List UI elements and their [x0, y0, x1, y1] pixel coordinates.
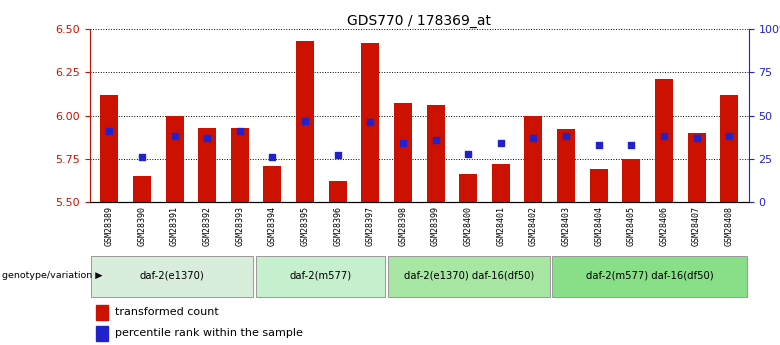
Bar [655, 79, 673, 202]
Bar [133, 176, 151, 202]
Bar [720, 95, 738, 202]
Text: GSM28393: GSM28393 [236, 206, 244, 246]
Point [560, 134, 573, 139]
Bar [427, 105, 445, 202]
Text: GSM28392: GSM28392 [203, 206, 211, 246]
Bar [231, 128, 249, 202]
Text: GSM28390: GSM28390 [137, 206, 147, 246]
Text: transformed count: transformed count [115, 307, 218, 317]
Bar [198, 128, 216, 202]
Point [723, 134, 736, 139]
FancyBboxPatch shape [256, 256, 385, 297]
Bar [492, 164, 510, 202]
FancyBboxPatch shape [552, 256, 747, 297]
FancyBboxPatch shape [388, 256, 550, 297]
Point [625, 142, 637, 148]
Bar [524, 116, 542, 202]
Bar [328, 181, 346, 202]
Text: GSM28389: GSM28389 [105, 206, 114, 246]
Bar [459, 174, 477, 202]
Text: GSM28397: GSM28397 [366, 206, 375, 246]
Text: daf-2(e1370): daf-2(e1370) [140, 270, 204, 280]
Point [201, 135, 214, 141]
Title: GDS770 / 178369_at: GDS770 / 178369_at [347, 14, 491, 28]
Text: GSM28408: GSM28408 [725, 206, 734, 246]
Point [266, 154, 278, 160]
Text: daf-2(e1370) daf-16(df50): daf-2(e1370) daf-16(df50) [403, 270, 534, 280]
Bar [96, 326, 108, 342]
Bar [264, 166, 282, 202]
Text: GSM28407: GSM28407 [692, 206, 701, 246]
Bar [96, 305, 108, 320]
Point [332, 152, 344, 158]
Point [299, 118, 311, 124]
Point [397, 140, 410, 146]
Text: GSM28403: GSM28403 [562, 206, 571, 246]
Text: GSM28399: GSM28399 [431, 206, 440, 246]
Point [527, 135, 540, 141]
Text: genotype/variation ▶: genotype/variation ▶ [2, 271, 102, 280]
Bar [101, 95, 119, 202]
Point [658, 134, 670, 139]
Text: daf-2(m577): daf-2(m577) [289, 270, 352, 280]
Bar [296, 41, 314, 202]
Text: GSM28406: GSM28406 [659, 206, 668, 246]
Bar [557, 129, 575, 202]
Text: percentile rank within the sample: percentile rank within the sample [115, 328, 303, 338]
Text: GSM28396: GSM28396 [333, 206, 342, 246]
Point [429, 137, 441, 142]
Text: daf-2(m577) daf-16(df50): daf-2(m577) daf-16(df50) [586, 270, 714, 280]
Bar [590, 169, 608, 202]
Bar [688, 133, 706, 202]
Text: GSM28398: GSM28398 [399, 206, 407, 246]
Text: GSM28391: GSM28391 [170, 206, 179, 246]
Point [462, 151, 474, 156]
Point [593, 142, 605, 148]
Point [364, 120, 377, 125]
Point [136, 154, 148, 160]
Text: GSM28395: GSM28395 [300, 206, 310, 246]
Point [233, 128, 246, 134]
Point [690, 135, 703, 141]
Text: GSM28402: GSM28402 [529, 206, 538, 246]
Text: GSM28394: GSM28394 [268, 206, 277, 246]
Text: GSM28400: GSM28400 [463, 206, 473, 246]
Point [495, 140, 507, 146]
Text: GSM28404: GSM28404 [594, 206, 603, 246]
Point [168, 134, 181, 139]
FancyBboxPatch shape [91, 256, 254, 297]
Bar [622, 159, 640, 202]
Point [103, 128, 115, 134]
Text: GSM28401: GSM28401 [496, 206, 505, 246]
Text: GSM28405: GSM28405 [627, 206, 636, 246]
Bar [165, 116, 183, 202]
Bar [361, 43, 379, 202]
Bar [394, 104, 412, 202]
